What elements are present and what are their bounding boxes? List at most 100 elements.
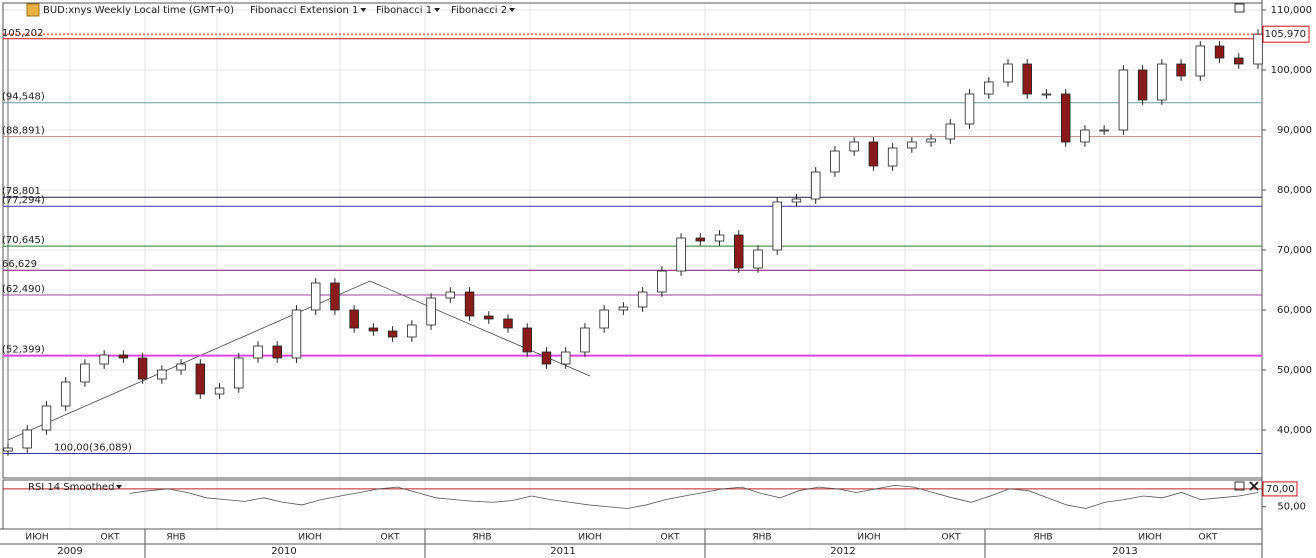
candle-body	[1022, 63, 1032, 95]
candle-body	[1176, 63, 1186, 77]
y-tick-label: 50,000	[1277, 365, 1312, 376]
menu[interactable]: Fibonacci 1	[376, 5, 432, 16]
rsi-level-label: 70,00	[1266, 484, 1295, 495]
rsi-title: RSI 14 Smoothed	[28, 482, 114, 493]
candle-body	[99, 354, 109, 365]
candle-body	[426, 297, 436, 326]
header: BUD:xnys Weekly Local time (GMT+0)	[26, 3, 234, 17]
candle-body	[1041, 93, 1052, 96]
candle-body	[887, 147, 898, 167]
candle-body	[791, 198, 802, 203]
fib-label: (88,891)	[2, 126, 45, 137]
candle-body	[1060, 93, 1071, 143]
candle-body	[637, 291, 648, 308]
title: BUD:xnys Weekly Local time (GMT+0)	[43, 5, 234, 16]
fib-label: 66,629	[2, 259, 37, 270]
menu[interactable]: Fibonacci 2	[451, 5, 507, 16]
candle-body	[157, 369, 167, 380]
year-label: 2012	[830, 546, 855, 557]
candle-body	[541, 351, 552, 365]
candle-body	[1080, 129, 1090, 143]
month-label: ЯНВ	[752, 533, 771, 543]
month-label: ЯНВ	[472, 533, 491, 543]
month-label: ОКТ	[101, 533, 120, 543]
candle-body	[3, 447, 13, 452]
y-tick-label: 110,000	[1271, 5, 1312, 16]
candle-body	[560, 351, 571, 365]
last-price-box	[1262, 25, 1310, 43]
candle-body	[830, 150, 840, 173]
fib-label: (77,294)	[2, 195, 45, 206]
year-label: 2009	[57, 546, 82, 557]
fib-extension	[7, 280, 591, 441]
candle-body	[1253, 33, 1263, 65]
candle-body	[272, 345, 282, 359]
candle-body	[772, 201, 782, 251]
dropdown-arrow	[509, 8, 516, 12]
month-label: ОКТ	[661, 533, 680, 543]
month-label: ИЮН	[578, 533, 601, 543]
candle-body	[676, 237, 686, 272]
y-tick-label: 80,000	[1277, 185, 1312, 196]
candle-body	[330, 282, 340, 311]
maximize[interactable]	[1234, 3, 1245, 13]
candle-body	[810, 171, 821, 200]
month-label: ОКТ	[381, 533, 400, 543]
month-label: ЯНВ	[1033, 533, 1052, 543]
panel-button[interactable]	[1234, 481, 1245, 491]
fib-label: (62,490)	[2, 284, 45, 295]
year-label: 2010	[271, 546, 296, 557]
month-label: ИЮН	[25, 533, 48, 543]
dropdown-arrow	[116, 485, 122, 489]
menu[interactable]: Fibonacci Extension 1	[250, 5, 358, 16]
candle-body	[734, 234, 744, 269]
candle-body	[695, 237, 706, 242]
candle-body	[60, 381, 71, 407]
candle-body	[41, 405, 52, 431]
last-price-label: 105,970	[1265, 29, 1306, 40]
candle-body	[484, 315, 494, 320]
year-label: 2011	[550, 546, 575, 557]
rsi-tick-label: 50,00	[1277, 502, 1306, 513]
candle-body	[503, 318, 513, 329]
dropdown-arrow	[360, 8, 367, 12]
candle-body	[964, 93, 975, 125]
fib-label: (78,801	[2, 186, 41, 197]
candle-body	[657, 270, 667, 293]
candle-body	[195, 363, 206, 395]
candle-body	[80, 363, 90, 383]
candle-body	[310, 282, 321, 311]
month-label: ИЮН	[857, 533, 880, 543]
fib-label: (94,548)	[2, 92, 45, 103]
rsi-line	[129, 484, 1259, 509]
dropdown-arrow	[434, 8, 441, 12]
candle-body	[291, 309, 302, 359]
candle-body	[253, 345, 263, 359]
candle-body	[849, 141, 859, 152]
candle-body	[1003, 63, 1013, 83]
candle-body	[214, 387, 225, 395]
candle-body	[580, 327, 590, 353]
candle-body	[1099, 129, 1109, 132]
candle-body	[137, 357, 148, 380]
y-tick-label: 70,000	[1277, 245, 1312, 256]
candle-body	[234, 357, 244, 389]
candle-body	[349, 309, 359, 329]
month-label: ИЮН	[1138, 533, 1161, 543]
candle-body	[1195, 45, 1206, 77]
y-tick-label: 100,000	[1271, 65, 1312, 76]
month-label: ЯНВ	[166, 533, 185, 543]
candle-body	[176, 363, 186, 371]
candle-body	[1137, 69, 1148, 101]
candle-body	[714, 234, 725, 242]
y-tick-label: 40,000	[1277, 425, 1312, 436]
candle-body	[618, 306, 629, 311]
close-button[interactable]	[1249, 481, 1259, 491]
candle-body	[118, 354, 129, 359]
candle-body	[407, 324, 417, 338]
fib-label: 105,202	[2, 28, 43, 39]
candle-body	[1157, 63, 1167, 101]
fib-label: (52,399)	[2, 345, 45, 356]
candle-body	[926, 138, 936, 143]
